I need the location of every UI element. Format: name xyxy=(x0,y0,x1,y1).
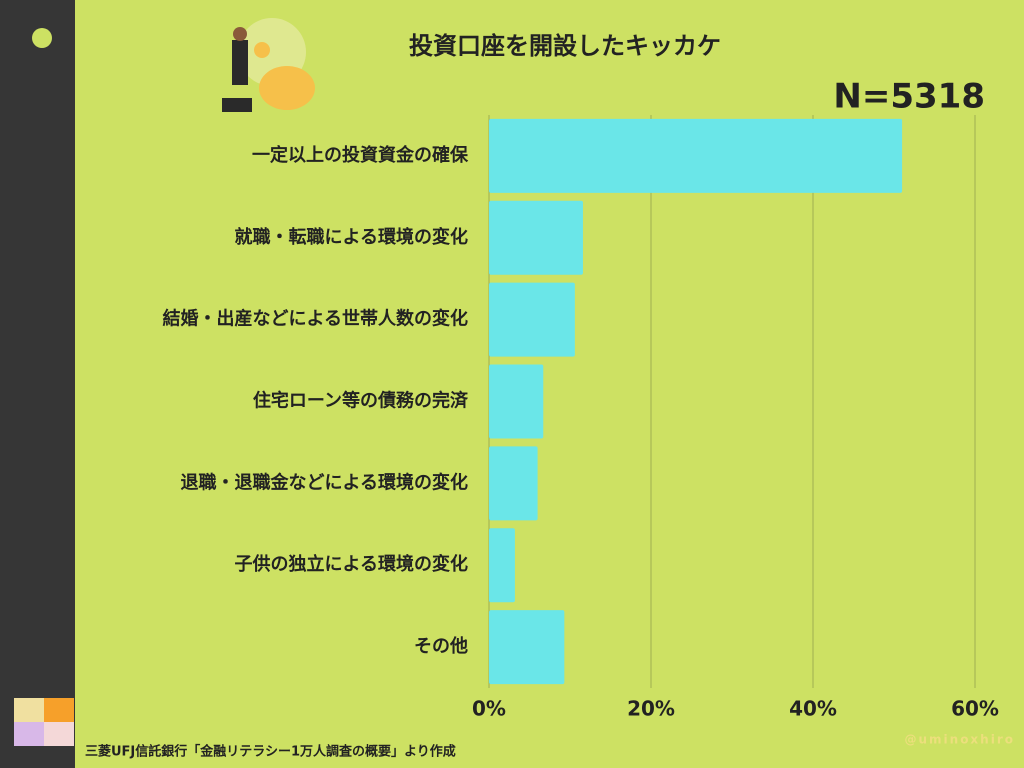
watermark: @uminoxhiro xyxy=(904,733,1015,747)
bar xyxy=(489,118,903,193)
bar xyxy=(489,528,515,603)
bar xyxy=(489,200,583,275)
y-tick-label: 一定以上の投資資金の確保 xyxy=(252,144,469,166)
dot xyxy=(32,28,52,48)
bar xyxy=(489,282,575,357)
x-tick-label: 40% xyxy=(789,697,837,721)
y-tick-label: 子供の独立による環境の変化 xyxy=(235,553,468,575)
y-tick-label: その他 xyxy=(414,635,468,657)
x-tick-label: 0% xyxy=(472,697,506,721)
annotation: N=5318 xyxy=(833,77,985,117)
logo xyxy=(14,698,74,746)
bar xyxy=(489,364,544,439)
bar xyxy=(489,446,538,521)
sidebar xyxy=(0,0,75,768)
y-tick-label: 結婚・出産などによる世帯人数の変化 xyxy=(163,308,468,330)
illustration xyxy=(222,18,315,112)
source: 三菱UFJ信託銀行「金融リテラシー1万人調査の概要」より作成 xyxy=(85,744,456,760)
chart-title: 投資口座を開設したキッカケ xyxy=(409,32,721,60)
x-tick-label: 20% xyxy=(627,697,675,721)
y-tick-label: 就職・転職による環境の変化 xyxy=(235,226,468,248)
y-tick-label: 住宅ローン等の債務の完済 xyxy=(253,390,469,412)
bar xyxy=(489,610,565,685)
x-tick-label: 60% xyxy=(951,697,999,721)
y-tick-label: 退職・退職金などによる環境の変化 xyxy=(181,471,468,493)
